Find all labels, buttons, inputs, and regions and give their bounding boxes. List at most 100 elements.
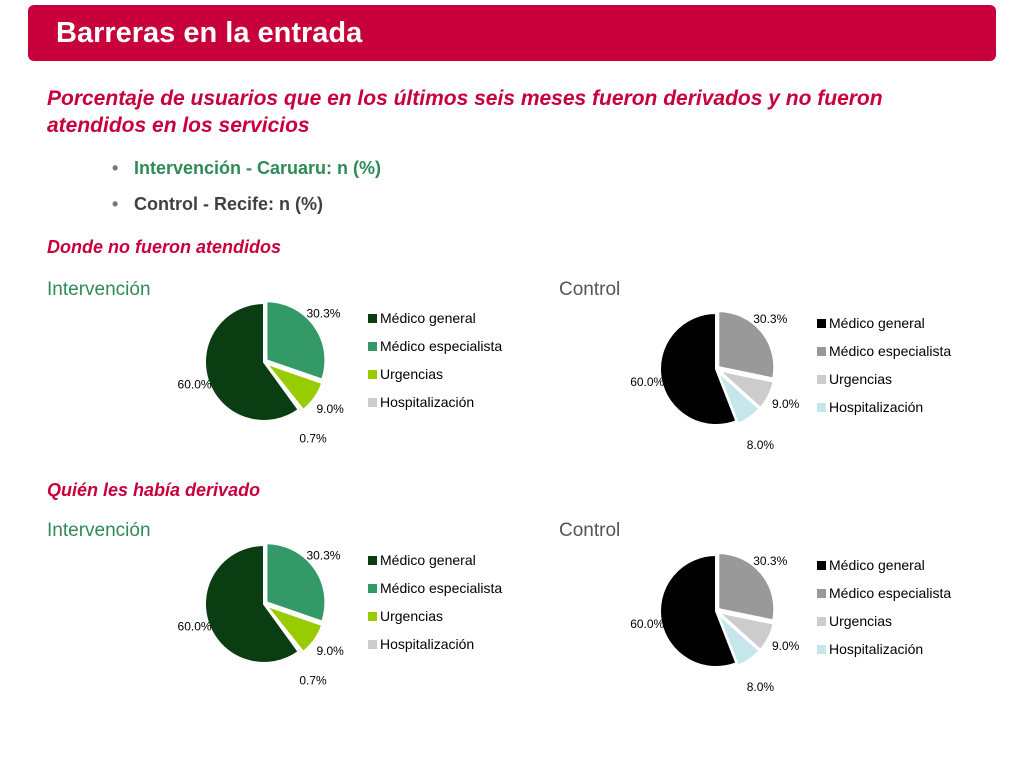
pie-chart-control-quien: 30.3% 9.0% 8.0% 60.0% bbox=[615, 527, 835, 694]
pie-data-label: 30.3% bbox=[753, 554, 787, 568]
pie-data-label: 8.0% bbox=[747, 438, 775, 452]
legend-swatch bbox=[368, 313, 377, 323]
pie-data-label: 30.3% bbox=[306, 549, 340, 563]
legend-control-quien: Médico general Médico especialista Urgen… bbox=[817, 551, 951, 663]
bullet-text: Control - Recife: n (%) bbox=[134, 193, 323, 214]
pie-svg: 30.3% 9.0% 0.7% 60.0% bbox=[178, 542, 344, 687]
pie-svg: 30.3% 9.0% 0.7% 60.0% bbox=[178, 300, 344, 445]
legend-swatch bbox=[368, 369, 377, 379]
pie-slice-urgencias bbox=[715, 610, 775, 652]
pie-slice-hospitalización bbox=[716, 612, 761, 667]
legend-intervencion-quien: Médico general Médico especialista Urgen… bbox=[368, 546, 502, 658]
legend-item: Urgencias bbox=[368, 360, 502, 388]
legend-swatch bbox=[368, 341, 377, 351]
legend-label: Hospitalización bbox=[829, 641, 924, 657]
legend-label: Urgencias bbox=[380, 366, 444, 382]
legend-item: Urgencias bbox=[817, 607, 951, 635]
legend-label: Médico especialista bbox=[829, 343, 952, 359]
legend-swatch bbox=[817, 374, 826, 384]
legend-label: Hospitalización bbox=[380, 394, 475, 410]
pie-data-label: 30.3% bbox=[306, 307, 340, 321]
legend-item: Hospitalización bbox=[368, 388, 502, 416]
pie-data-label: 9.0% bbox=[772, 397, 800, 411]
legend-label: Médico general bbox=[380, 310, 476, 326]
chart-label-control: Control bbox=[559, 520, 621, 541]
legend-swatch bbox=[368, 611, 377, 621]
legend-label: Hospitalización bbox=[380, 636, 475, 652]
legend-item: Médico especialista bbox=[817, 337, 951, 365]
legend-label: Hospitalización bbox=[829, 399, 924, 415]
bullet-list: • Intervención - Caruaru: n (%) • Contro… bbox=[112, 150, 381, 222]
chart-label-intervencion: Intervención bbox=[47, 520, 151, 541]
pie-slice-hospitalización bbox=[716, 370, 761, 425]
legend-swatch bbox=[368, 397, 377, 407]
legend-swatch bbox=[817, 318, 826, 328]
legend-swatch bbox=[368, 583, 377, 593]
legend-label: Médico especialista bbox=[380, 580, 503, 596]
bullet-item-control: • Control - Recife: n (%) bbox=[112, 186, 381, 222]
pie-data-label: 60.0% bbox=[630, 375, 664, 389]
legend-item: Médico especialista bbox=[368, 332, 502, 360]
chart-label-control: Control bbox=[559, 279, 621, 300]
legend-swatch bbox=[368, 639, 377, 649]
legend-control-donde: Médico general Médico especialista Urgen… bbox=[817, 309, 951, 421]
pie-data-label: 8.0% bbox=[747, 680, 775, 694]
title-bar: Barreras en la entrada bbox=[28, 5, 996, 61]
legend-label: Urgencias bbox=[380, 608, 444, 624]
legend-item: Médico general bbox=[817, 551, 951, 579]
legend-label: Urgencias bbox=[829, 371, 893, 387]
pie-data-label: 60.0% bbox=[178, 378, 212, 392]
pie-slice-médico-especialista bbox=[717, 310, 776, 380]
legend-item: Médico general bbox=[817, 309, 951, 337]
chart-label-intervencion: Intervención bbox=[47, 279, 151, 300]
legend-label: Médico general bbox=[829, 315, 925, 331]
legend-item: Médico especialista bbox=[368, 574, 502, 602]
legend-item: Médico general bbox=[368, 304, 502, 332]
pie-slice-médico-general bbox=[204, 543, 301, 664]
section-title-donde: Donde no fueron atendidos bbox=[47, 237, 281, 257]
legend-item: Hospitalización bbox=[368, 630, 502, 658]
subtitle: Porcentaje de usuarios que en los último… bbox=[47, 87, 883, 137]
legend-item: Urgencias bbox=[817, 365, 951, 393]
legend-swatch bbox=[817, 588, 826, 598]
pie-slice-urgencias bbox=[715, 368, 775, 410]
pie-slice-médico-general bbox=[659, 553, 738, 668]
legend-label: Médico especialista bbox=[829, 585, 952, 601]
pie-data-label: 9.0% bbox=[316, 644, 344, 658]
legend-label: Médico especialista bbox=[380, 338, 503, 354]
bullet-item-intervencion: • Intervención - Caruaru: n (%) bbox=[112, 150, 381, 186]
pie-slice-médico-general bbox=[659, 311, 738, 426]
pie-data-label: 30.3% bbox=[753, 312, 787, 326]
legend-label: Médico general bbox=[380, 552, 476, 568]
pie-chart-control-donde: 30.3% 9.0% 8.0% 60.0% bbox=[615, 285, 835, 452]
pie-chart-intervencion-quien: 30.3% 9.0% 0.7% 60.0% bbox=[160, 522, 380, 687]
bullet-dot-icon: • bbox=[112, 193, 119, 214]
legend-item: Médico general bbox=[368, 546, 502, 574]
legend-label: Urgencias bbox=[829, 613, 893, 629]
pie-chart-intervencion-donde: 30.3% 9.0% 0.7% 60.0% bbox=[160, 280, 380, 445]
pie-data-label: 9.0% bbox=[316, 402, 344, 416]
pie-slice-médico-especialista bbox=[717, 552, 776, 622]
pie-data-label: 0.7% bbox=[299, 431, 327, 445]
pie-data-label: 60.0% bbox=[630, 617, 664, 631]
legend-swatch bbox=[368, 555, 377, 565]
pie-svg: 30.3% 9.0% 8.0% 60.0% bbox=[630, 552, 800, 694]
legend-item: Médico especialista bbox=[817, 579, 951, 607]
legend-item: Hospitalización bbox=[817, 635, 951, 663]
bullet-dot-icon: • bbox=[112, 157, 119, 178]
legend-swatch bbox=[817, 616, 826, 626]
legend-swatch bbox=[817, 644, 826, 654]
legend-intervencion-donde: Médico general Médico especialista Urgen… bbox=[368, 304, 502, 416]
legend-item: Urgencias bbox=[368, 602, 502, 630]
pie-svg: 30.3% 9.0% 8.0% 60.0% bbox=[630, 310, 800, 452]
legend-swatch bbox=[817, 346, 826, 356]
section-title-quien: Quién les había derivado bbox=[47, 480, 261, 500]
legend-item: Hospitalización bbox=[817, 393, 951, 421]
bullet-text: Intervención - Caruaru: n (%) bbox=[134, 157, 382, 178]
pie-data-label: 60.0% bbox=[178, 620, 212, 634]
legend-swatch bbox=[817, 560, 826, 570]
pie-slice-médico-general bbox=[204, 301, 301, 422]
legend-label: Médico general bbox=[829, 557, 925, 573]
legend-swatch bbox=[817, 402, 826, 412]
pie-data-label: 0.7% bbox=[299, 673, 327, 687]
